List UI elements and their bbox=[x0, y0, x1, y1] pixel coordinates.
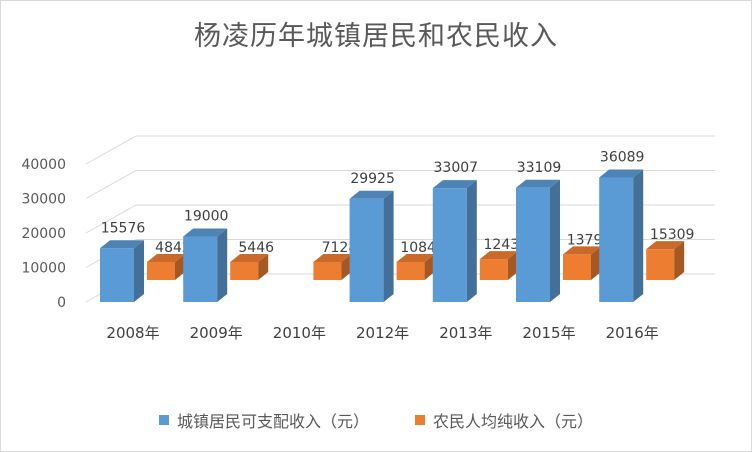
bar-urban-top bbox=[432, 180, 477, 189]
legend-item-urban: 城镇居民可支配收入（元） bbox=[158, 408, 369, 432]
y-tick-label: 40000 bbox=[21, 157, 66, 173]
x-tick-label: 2012年 bbox=[356, 324, 409, 342]
bar-urban bbox=[516, 187, 550, 302]
bar-urban-side bbox=[633, 169, 644, 302]
bar-rural-side bbox=[674, 241, 685, 280]
y-tick-label: 30000 bbox=[21, 192, 66, 208]
bar-rural-side bbox=[175, 254, 185, 280]
x-tick-label: 2016年 bbox=[606, 324, 659, 342]
bar-rural-top bbox=[313, 254, 352, 262]
data-label-urban: 33109 bbox=[517, 160, 562, 176]
data-label-rural: 5446 bbox=[238, 240, 274, 256]
chart-legend: 城镇居民可支配收入（元） 农民人均纯收入（元） bbox=[0, 408, 752, 432]
grid-side-line bbox=[85, 170, 137, 199]
legend-label-urban: 城镇居民可支配收入（元） bbox=[176, 412, 369, 431]
data-label-urban: 15576 bbox=[101, 220, 146, 236]
bar-rural bbox=[147, 262, 175, 280]
bar-urban-top bbox=[183, 228, 228, 237]
y-tick-label: 0 bbox=[57, 295, 66, 311]
bar-urban bbox=[432, 188, 467, 302]
data-label-urban: 36089 bbox=[600, 149, 645, 165]
bar-urban bbox=[183, 236, 218, 302]
bar-urban-side bbox=[466, 180, 477, 302]
bar-urban-side bbox=[217, 228, 228, 302]
bar-rural bbox=[479, 259, 508, 280]
data-label-rural: 15309 bbox=[650, 227, 695, 243]
bar-rural-top bbox=[396, 254, 435, 262]
legend-item-rural: 农民人均纯收入（元） bbox=[415, 408, 593, 432]
bar-rural bbox=[563, 254, 591, 280]
x-tick-label: 2010年 bbox=[273, 324, 326, 342]
y-tick-label: 20000 bbox=[21, 226, 66, 242]
legend-swatch-rural bbox=[415, 415, 425, 425]
bar-rural-side bbox=[507, 251, 518, 280]
bar-rural bbox=[313, 262, 342, 280]
x-tick-label: 2009年 bbox=[190, 324, 243, 342]
bar-rural-side bbox=[424, 254, 435, 280]
bar-rural bbox=[230, 262, 259, 280]
x-tick-label: 2015年 bbox=[522, 324, 575, 342]
bar-rural-side bbox=[591, 246, 601, 280]
bar-urban-top bbox=[349, 190, 394, 199]
bar-rural bbox=[396, 262, 425, 280]
legend-swatch-urban bbox=[158, 415, 169, 425]
data-label-rural: 4842 bbox=[155, 240, 191, 256]
bar-urban bbox=[599, 177, 634, 302]
data-label-urban: 29925 bbox=[350, 171, 395, 187]
grid-side-line bbox=[85, 135, 137, 165]
y-tick-label: 10000 bbox=[21, 261, 66, 277]
bar-rural-top bbox=[563, 246, 601, 255]
data-label-urban: 33007 bbox=[434, 160, 479, 176]
bar-rural-top bbox=[646, 241, 685, 250]
bar-urban bbox=[100, 248, 134, 302]
bar-rural-side bbox=[258, 254, 269, 280]
bar-rural-top bbox=[230, 254, 269, 262]
bar-rural-top bbox=[147, 254, 185, 262]
bar-urban-side bbox=[383, 190, 394, 302]
x-tick-label: 2013年 bbox=[439, 324, 492, 342]
legend-label-rural: 农民人均纯收入（元） bbox=[433, 412, 594, 431]
x-tick-label: 2008年 bbox=[106, 324, 159, 342]
bar-urban-top bbox=[100, 240, 144, 249]
bar-urban-side bbox=[550, 179, 560, 302]
bar-urban-side bbox=[134, 240, 144, 302]
bar-urban-top bbox=[599, 169, 644, 178]
chart-title: 杨凌历年城镇居民和农民收入 bbox=[194, 21, 558, 52]
grid-side-line bbox=[85, 204, 137, 234]
bar-urban-top bbox=[516, 179, 560, 188]
bar-rural bbox=[646, 249, 675, 280]
bar-rural-side bbox=[341, 254, 352, 280]
data-label-rural: 7128 bbox=[322, 240, 358, 256]
bar-rural-top bbox=[479, 251, 518, 260]
data-label-urban: 19000 bbox=[184, 208, 229, 224]
bar-urban bbox=[349, 198, 384, 302]
